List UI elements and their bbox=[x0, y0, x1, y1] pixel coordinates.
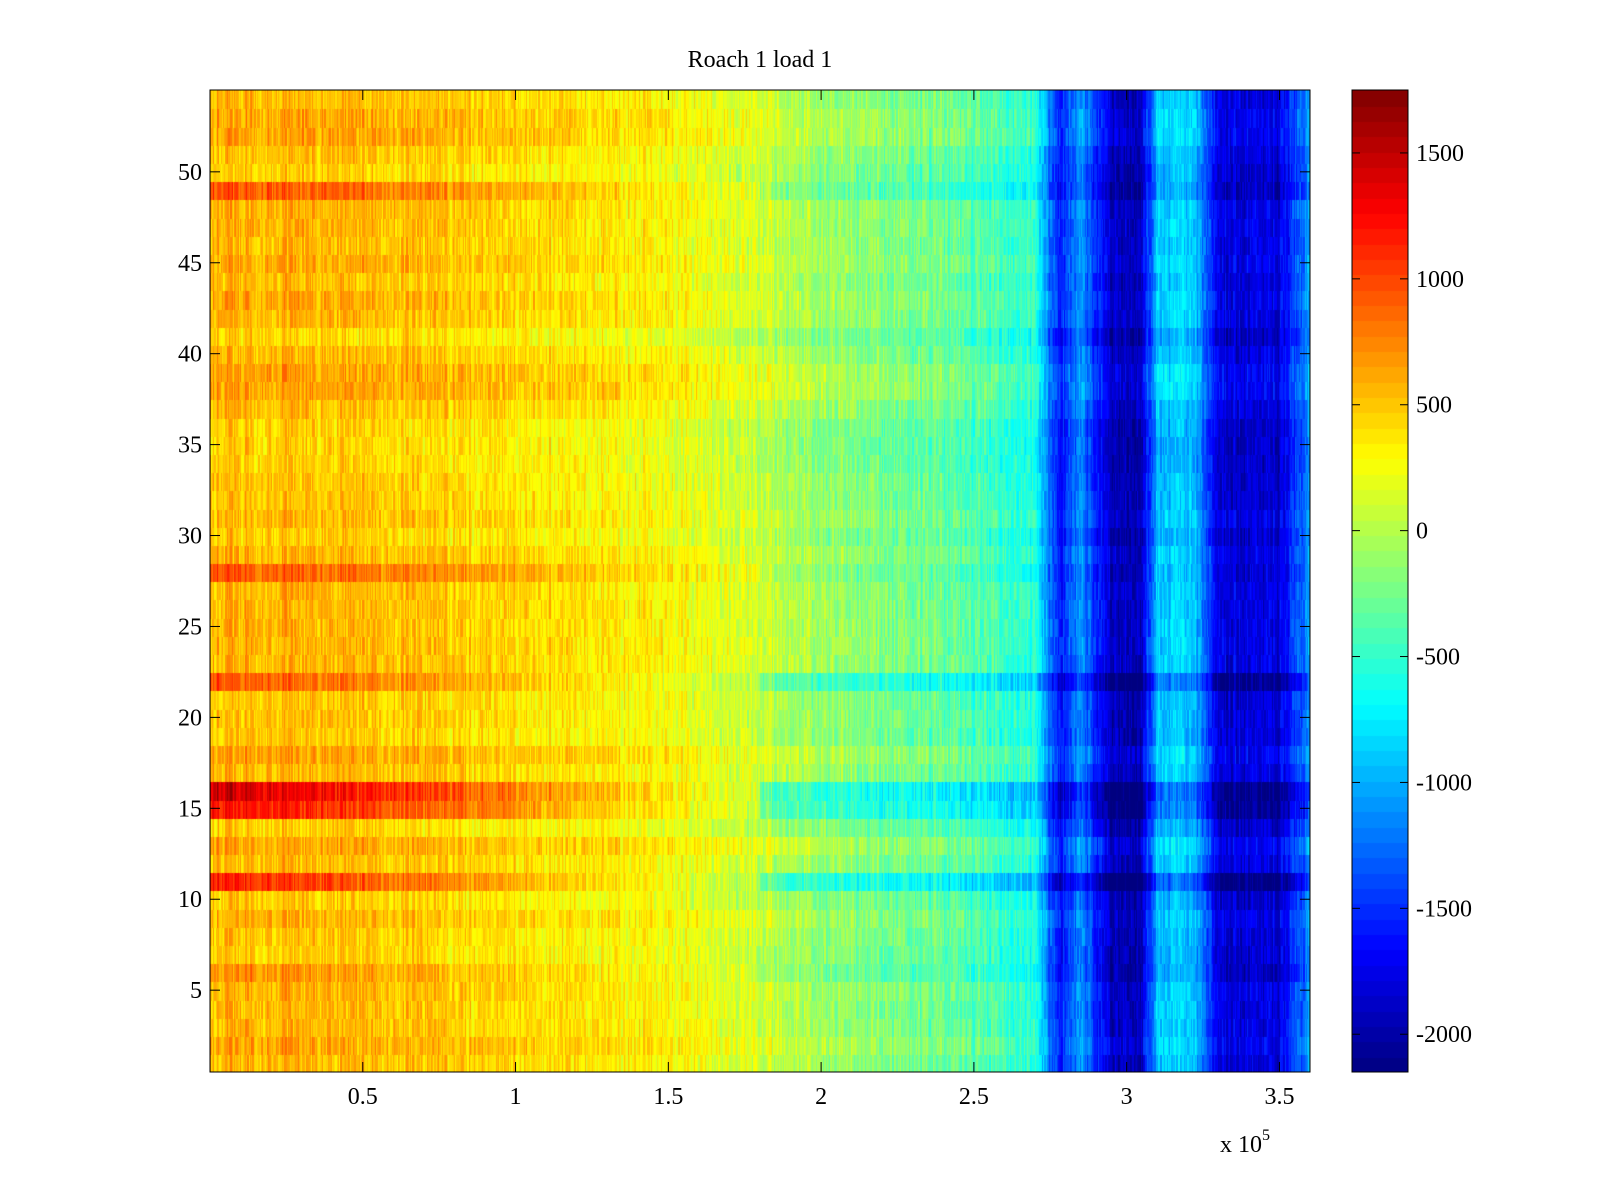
chart-title: Roach 1 load 1 bbox=[688, 47, 833, 73]
y-tick-label: 25 bbox=[178, 614, 202, 640]
y-tick-label: 40 bbox=[178, 342, 202, 368]
y-tick-label: 15 bbox=[178, 796, 202, 822]
x-tick-label: 3 bbox=[1121, 1084, 1133, 1110]
colorbar-ticks: 1500 1000 500 0 -500 -1000 -1500 -2000 bbox=[1352, 141, 1472, 1048]
y-tick-label: 10 bbox=[178, 887, 202, 913]
x-tick-label: 2.5 bbox=[959, 1084, 989, 1110]
x-tick-label: 1.5 bbox=[653, 1084, 683, 1110]
y-tick-label: 35 bbox=[178, 433, 202, 459]
colorbar-tick-label: 1500 bbox=[1416, 141, 1464, 167]
colorbar-tick-label: 500 bbox=[1416, 393, 1452, 419]
colorbar-tick-label: -1000 bbox=[1416, 770, 1472, 796]
x-multiplier-exponent: 5 bbox=[1262, 1127, 1270, 1144]
colorbar-tick-label: -2000 bbox=[1416, 1022, 1472, 1048]
y-tick-label: 30 bbox=[178, 524, 202, 550]
y-tick-label: 5 bbox=[190, 978, 202, 1004]
y-tick-label: 20 bbox=[178, 705, 202, 731]
colorbar-tick-label: -500 bbox=[1416, 645, 1460, 671]
colorbar-image bbox=[1352, 90, 1408, 1072]
colorbar-frame bbox=[1351, 89, 1409, 1073]
y-tick-label: 45 bbox=[178, 251, 202, 277]
x-tick-label: 3.5 bbox=[1264, 1084, 1294, 1110]
colorbar-tick-label: -1500 bbox=[1416, 896, 1472, 922]
x-tick-label: 1 bbox=[510, 1084, 522, 1110]
x-multiplier: x 105 bbox=[1220, 1127, 1270, 1158]
colorbar-tick-label: 1000 bbox=[1416, 267, 1464, 293]
colorbar-tick-label: 0 bbox=[1416, 519, 1428, 545]
x-axis-ticks: 0.5 1 1.5 2 2.5 3 3.5 bbox=[348, 90, 1294, 1110]
y-axis-ticks: 5 10 15 20 25 30 35 40 45 50 bbox=[178, 160, 1310, 1004]
y-tick-label: 50 bbox=[178, 160, 202, 186]
x-tick-label: 2 bbox=[815, 1084, 827, 1110]
x-multiplier-base: x 10 bbox=[1220, 1132, 1262, 1158]
x-tick-label: 0.5 bbox=[348, 1084, 378, 1110]
heatmap-image bbox=[210, 90, 1310, 1072]
plot-frame bbox=[209, 89, 1311, 1073]
